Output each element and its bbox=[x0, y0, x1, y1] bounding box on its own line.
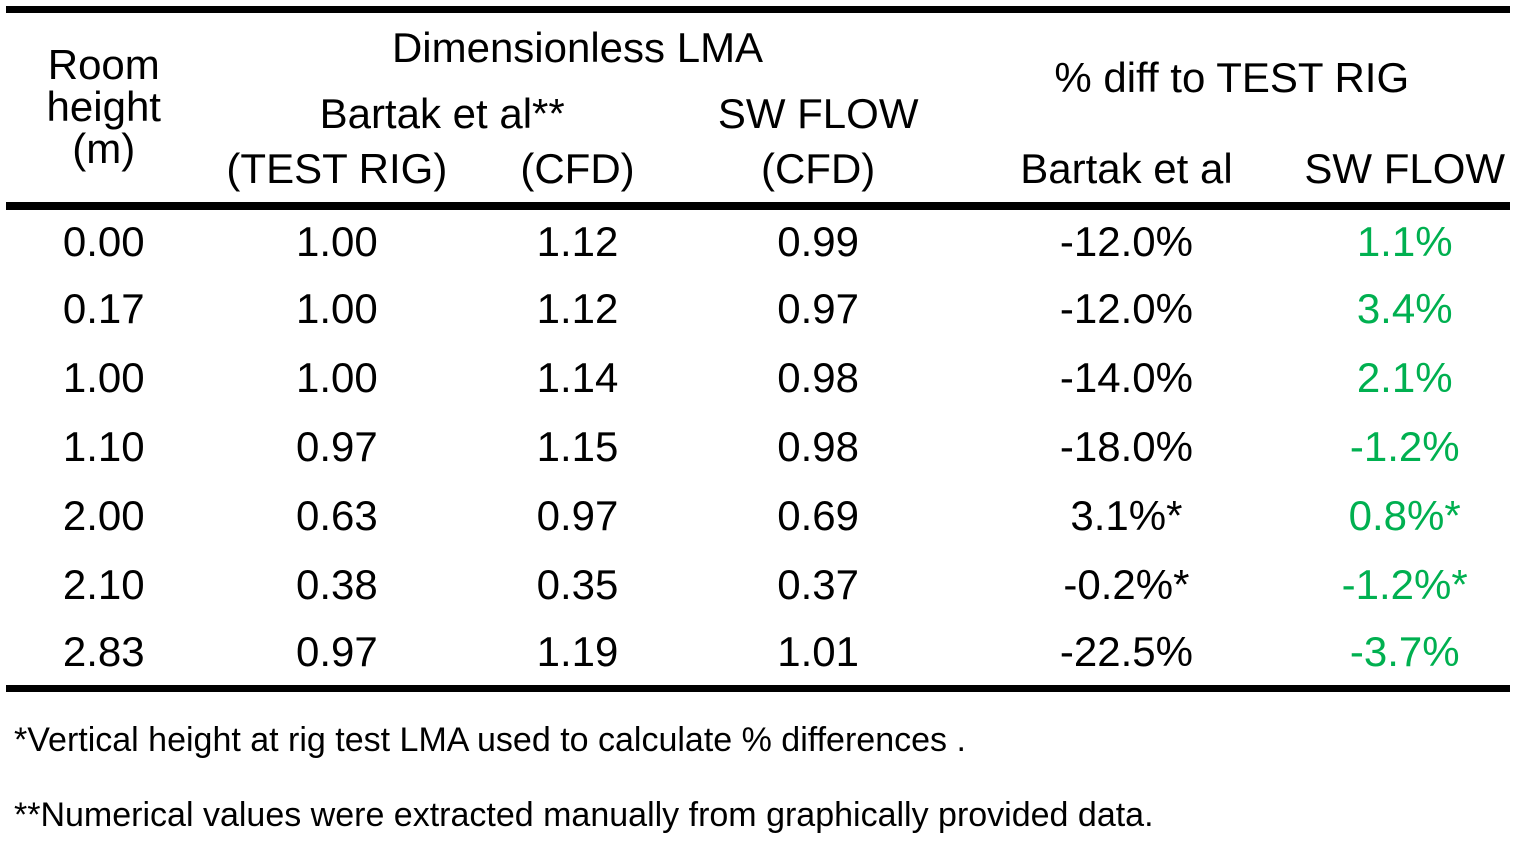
cell-testrig-lma: 1.00 bbox=[296, 285, 378, 332]
cell-swflow-cfd-lma: 0.37 bbox=[777, 561, 860, 608]
cell-swflow-cfd-lma: 0.98 bbox=[777, 423, 860, 470]
cell-swflow-cfd-lma: 1.01 bbox=[777, 628, 860, 676]
lma-comparison-table: Room height (m) Dimensionless LMA % diff… bbox=[6, 6, 1510, 692]
header-room-height-line3: (m) bbox=[72, 125, 136, 173]
cell-swflow-diff: 3.4% bbox=[1356, 285, 1453, 332]
cell-bartak-cfd-lma: 1.14 bbox=[536, 354, 619, 401]
header-sub-cfd-2: (CFD) bbox=[760, 144, 876, 192]
header-bartak-group: Bartak et al** bbox=[319, 89, 565, 137]
header-room-height-line1: Room bbox=[47, 41, 160, 89]
cell-swflow-cfd-lma: 0.98 bbox=[777, 354, 860, 401]
header-pct-diff-group: % diff to TEST RIG bbox=[1054, 54, 1410, 102]
cell-bartak-diff: 3.1%* bbox=[1070, 492, 1183, 539]
table-row: 2.00 0.63 0.97 0.69 3.1%* 0.8%* bbox=[6, 482, 1510, 551]
cell-bartak-diff: -18.0% bbox=[1059, 423, 1193, 470]
cell-bartak-cfd-lma: 1.15 bbox=[536, 423, 619, 470]
cell-bartak-diff: -22.5% bbox=[1059, 628, 1193, 676]
cell-bartak-cfd-lma: 1.19 bbox=[536, 628, 619, 676]
cell-room-height: 1.00 bbox=[62, 354, 145, 401]
header-sub-bartak: Bartak et al bbox=[1020, 144, 1233, 192]
cell-bartak-diff: -14.0% bbox=[1059, 354, 1193, 401]
cell-room-height: 0.00 bbox=[62, 218, 145, 265]
footnotes: *Vertical height at rig test LMA used to… bbox=[14, 721, 1510, 835]
cell-bartak-diff: -12.0% bbox=[1059, 218, 1193, 265]
cell-testrig-lma: 0.63 bbox=[296, 492, 378, 539]
cell-bartak-cfd-lma: 1.12 bbox=[536, 285, 619, 332]
cell-bartak-cfd-lma: 0.97 bbox=[536, 492, 619, 539]
cell-testrig-lma: 0.97 bbox=[296, 628, 378, 676]
table-page: Room height (m) Dimensionless LMA % diff… bbox=[6, 6, 1510, 835]
cell-swflow-diff: -3.7% bbox=[1349, 628, 1460, 676]
cell-room-height: 2.83 bbox=[62, 628, 145, 676]
table-header: Room height (m) Dimensionless LMA % diff… bbox=[6, 10, 1510, 206]
header-sub-sw-flow: SW FLOW bbox=[1304, 144, 1506, 192]
table-row: 0.00 1.00 1.12 0.99 -12.0% 1.1% bbox=[6, 206, 1510, 275]
cell-room-height: 2.10 bbox=[62, 561, 145, 608]
cell-swflow-cfd-lma: 0.69 bbox=[777, 492, 860, 539]
cell-testrig-lma: 1.00 bbox=[296, 354, 378, 401]
cell-bartak-cfd-lma: 1.12 bbox=[536, 218, 619, 265]
header-sw-flow-group: SW FLOW bbox=[717, 89, 919, 137]
table-body: 0.00 1.00 1.12 0.99 -12.0% 1.1% 0.17 1.0… bbox=[6, 206, 1510, 689]
header-sub-test-rig: (TEST RIG) bbox=[226, 144, 448, 192]
cell-swflow-diff: 2.1% bbox=[1356, 354, 1453, 401]
cell-bartak-cfd-lma: 0.35 bbox=[536, 561, 619, 608]
cell-testrig-lma: 1.00 bbox=[296, 218, 378, 265]
header-room-height-line2: height bbox=[46, 83, 161, 131]
header-dimensionless-lma: Dimensionless LMA bbox=[391, 24, 764, 72]
table-row: 0.17 1.00 1.12 0.97 -12.0% 3.4% bbox=[6, 275, 1510, 344]
cell-bartak-diff: -0.2%* bbox=[1063, 561, 1190, 608]
cell-testrig-lma: 0.38 bbox=[296, 561, 378, 608]
table-row: 1.10 0.97 1.15 0.98 -18.0% -1.2% bbox=[6, 413, 1510, 482]
cell-swflow-cfd-lma: 0.97 bbox=[777, 285, 860, 332]
footnote-double-asterisk: **Numerical values were extracted manual… bbox=[14, 796, 1154, 835]
cell-room-height: 0.17 bbox=[62, 285, 145, 332]
cell-swflow-diff: -1.2% bbox=[1349, 423, 1460, 470]
cell-swflow-diff: 0.8%* bbox=[1348, 492, 1461, 539]
header-sub-cfd-1: (CFD) bbox=[520, 144, 635, 192]
header-room-height: Room height (m) bbox=[6, 10, 202, 206]
footnote-single-asterisk: *Vertical height at rig test LMA used to… bbox=[14, 721, 966, 759]
cell-testrig-lma: 0.97 bbox=[296, 423, 378, 470]
cell-swflow-diff: -1.2%* bbox=[1341, 561, 1468, 608]
cell-swflow-diff: 1.1% bbox=[1356, 218, 1453, 265]
table-row: 1.00 1.00 1.14 0.98 -14.0% 2.1% bbox=[6, 344, 1510, 413]
table-row: 2.83 0.97 1.19 1.01 -22.5% -3.7% bbox=[6, 620, 1510, 689]
cell-room-height: 2.00 bbox=[62, 492, 145, 539]
cell-swflow-cfd-lma: 0.99 bbox=[777, 218, 860, 265]
table-row: 2.10 0.38 0.35 0.37 -0.2%* -1.2%* bbox=[6, 551, 1510, 620]
cell-bartak-diff: -12.0% bbox=[1059, 285, 1193, 332]
cell-room-height: 1.10 bbox=[62, 423, 145, 470]
